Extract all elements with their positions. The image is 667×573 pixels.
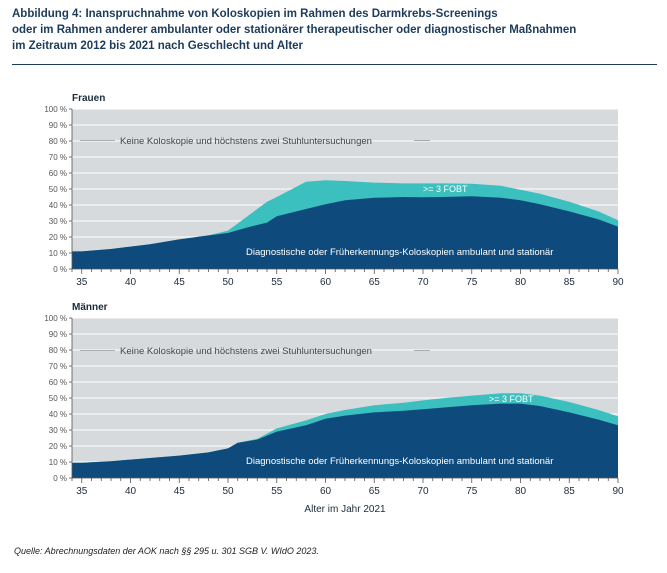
x-tick-label: 80: [515, 486, 527, 497]
figure-title: Abbildung 4: Inanspruchnahme von Kolosko…: [12, 6, 657, 54]
x-tick-label: 45: [174, 277, 186, 288]
title-divider: [12, 64, 657, 65]
label-keine-koloskopie: Keine Koloskopie und höchstens zwei Stuh…: [120, 136, 372, 147]
y-tick-label: 50 %: [49, 394, 67, 403]
x-tick-label: 90: [612, 486, 624, 497]
y-tick-label: 60 %: [49, 169, 67, 178]
x-tick-label: 40: [125, 486, 137, 497]
x-tick-label: 35: [76, 277, 88, 288]
panel-title-maenner: Männer: [72, 302, 108, 313]
y-tick-label: 30 %: [49, 217, 67, 226]
panel-title-frauen: Frauen: [72, 93, 105, 104]
x-tick-label: 85: [564, 277, 576, 288]
x-tick-label: 65: [369, 277, 381, 288]
x-tick-label: 40: [125, 277, 137, 288]
y-tick-label: 10 %: [49, 249, 67, 258]
source-note: Quelle: Abrechnungsdaten der AOK nach §§…: [14, 546, 319, 556]
x-tick-label: 80: [515, 277, 527, 288]
x-tick-label: 50: [222, 277, 234, 288]
y-tick-label: 30 %: [49, 426, 67, 435]
y-tick-label: 20 %: [49, 442, 67, 451]
y-tick-label: 50 %: [49, 185, 67, 194]
label-koloskopie: Diagnostische oder Früherkennungs-Kolosk…: [246, 456, 553, 467]
x-tick-label: 55: [271, 486, 283, 497]
y-tick-label: 10 %: [49, 458, 67, 467]
x-tick-label: 55: [271, 277, 283, 288]
y-tick-label: 100 %: [44, 314, 67, 323]
y-tick-label: 70 %: [49, 153, 67, 162]
y-tick-label: 70 %: [49, 362, 67, 371]
y-tick-label: 100 %: [44, 105, 67, 114]
x-tick-label: 60: [320, 486, 332, 497]
area-koloskopie-frauen: [72, 196, 618, 269]
label-fobt: >= 3 FOBT: [423, 184, 468, 194]
figure-title-line-3: im Zeitraum 2012 bis 2021 nach Geschlech…: [12, 40, 304, 52]
x-tick-label: 85: [564, 486, 576, 497]
y-tick-label: 80 %: [49, 137, 67, 146]
x-tick-label: 70: [417, 486, 429, 497]
label-fobt: >= 3 FOBT: [489, 394, 534, 404]
y-tick-label: 90 %: [49, 121, 67, 130]
x-axis-title: Alter im Jahr 2021: [304, 504, 386, 515]
x-tick-label: 60: [320, 277, 332, 288]
x-tick-label: 75: [466, 277, 478, 288]
x-tick-label: 35: [76, 486, 88, 497]
y-tick-label: 40 %: [49, 410, 67, 419]
x-tick-label: 90: [612, 277, 624, 288]
x-tick-label: 45: [174, 486, 186, 497]
y-tick-label: 40 %: [49, 201, 67, 210]
y-tick-label: 90 %: [49, 330, 67, 339]
figure-title-line-2: oder im Rahmen anderer ambulanter oder s…: [12, 24, 577, 36]
x-tick-label: 70: [417, 277, 429, 288]
figure-title-line-1: Abbildung 4: Inanspruchnahme von Kolosko…: [12, 8, 498, 20]
area-koloskopie-maenner: [72, 403, 618, 478]
x-tick-label: 75: [466, 486, 478, 497]
x-tick-label: 50: [222, 486, 234, 497]
y-tick-label: 80 %: [49, 346, 67, 355]
chart-panel-maenner: Männer 0 % 10 % 20 % 30 % 40 % 50 % 60 % 70 % 80 …: [44, 302, 624, 515]
y-tick-label: 0 %: [53, 474, 67, 483]
label-keine-koloskopie: Keine Koloskopie und höchstens zwei Stuh…: [120, 346, 372, 357]
y-tick-label: 20 %: [49, 233, 67, 242]
label-koloskopie: Diagnostische oder Früherkennungs-Kolosk…: [246, 247, 553, 258]
y-tick-label: 0 %: [53, 265, 67, 274]
y-tick-label: 60 %: [49, 378, 67, 387]
chart-panel-frauen: Frauen 0 % 10 % 20 % 30 % 40 % 50 % 60 % 70 % 80 …: [44, 93, 624, 288]
x-tick-label: 65: [369, 486, 381, 497]
